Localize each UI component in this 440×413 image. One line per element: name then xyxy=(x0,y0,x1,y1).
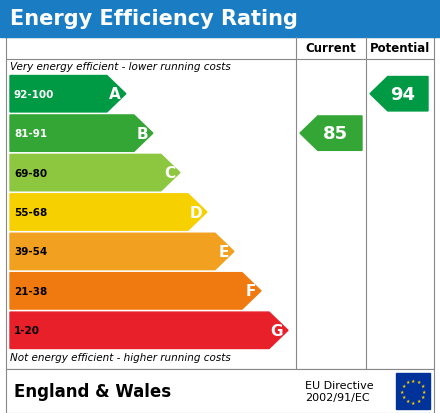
Text: 55-68: 55-68 xyxy=(14,207,47,218)
Text: ★: ★ xyxy=(400,389,404,394)
Text: Energy Efficiency Rating: Energy Efficiency Rating xyxy=(10,9,298,29)
Text: 39-54: 39-54 xyxy=(14,247,47,257)
Text: D: D xyxy=(189,205,202,220)
Polygon shape xyxy=(10,312,288,349)
Text: 94: 94 xyxy=(391,85,415,104)
Text: E: E xyxy=(219,244,229,259)
Text: ★: ★ xyxy=(411,377,415,382)
Text: ★: ★ xyxy=(405,379,410,384)
Text: EU Directive: EU Directive xyxy=(305,380,374,390)
Text: ★: ★ xyxy=(401,383,406,388)
Polygon shape xyxy=(10,155,180,191)
Polygon shape xyxy=(300,116,362,151)
Text: 21-38: 21-38 xyxy=(14,286,47,296)
Text: Potential: Potential xyxy=(370,43,430,55)
Text: 92-100: 92-100 xyxy=(14,90,55,100)
Text: ★: ★ xyxy=(420,394,425,399)
Bar xyxy=(0,0,440,38)
Text: G: G xyxy=(271,323,283,338)
Text: 1-20: 1-20 xyxy=(14,325,40,335)
Polygon shape xyxy=(10,76,126,113)
Text: ★: ★ xyxy=(416,379,421,384)
Text: F: F xyxy=(246,284,256,299)
Polygon shape xyxy=(10,116,153,152)
Text: 2002/91/EC: 2002/91/EC xyxy=(305,392,370,402)
Text: A: A xyxy=(109,87,121,102)
Text: England & Wales: England & Wales xyxy=(14,382,171,400)
Text: ★: ★ xyxy=(416,398,421,403)
Text: 85: 85 xyxy=(323,125,348,143)
Text: C: C xyxy=(164,166,175,180)
Polygon shape xyxy=(10,234,234,270)
Polygon shape xyxy=(370,77,428,112)
Text: ★: ★ xyxy=(405,398,410,403)
Text: ★: ★ xyxy=(411,399,415,404)
Text: Not energy efficient - higher running costs: Not energy efficient - higher running co… xyxy=(10,352,231,362)
Text: Current: Current xyxy=(306,43,356,55)
Text: ★: ★ xyxy=(420,383,425,388)
Polygon shape xyxy=(10,273,261,309)
Polygon shape xyxy=(10,194,207,230)
Text: ★: ★ xyxy=(422,389,426,394)
Text: 81-91: 81-91 xyxy=(14,129,47,139)
Text: 69-80: 69-80 xyxy=(14,168,47,178)
Text: ★: ★ xyxy=(401,394,406,399)
Bar xyxy=(6,369,434,413)
Text: B: B xyxy=(136,126,148,141)
Bar xyxy=(396,373,430,409)
Text: Very energy efficient - lower running costs: Very energy efficient - lower running co… xyxy=(10,62,231,72)
Bar xyxy=(6,38,434,369)
